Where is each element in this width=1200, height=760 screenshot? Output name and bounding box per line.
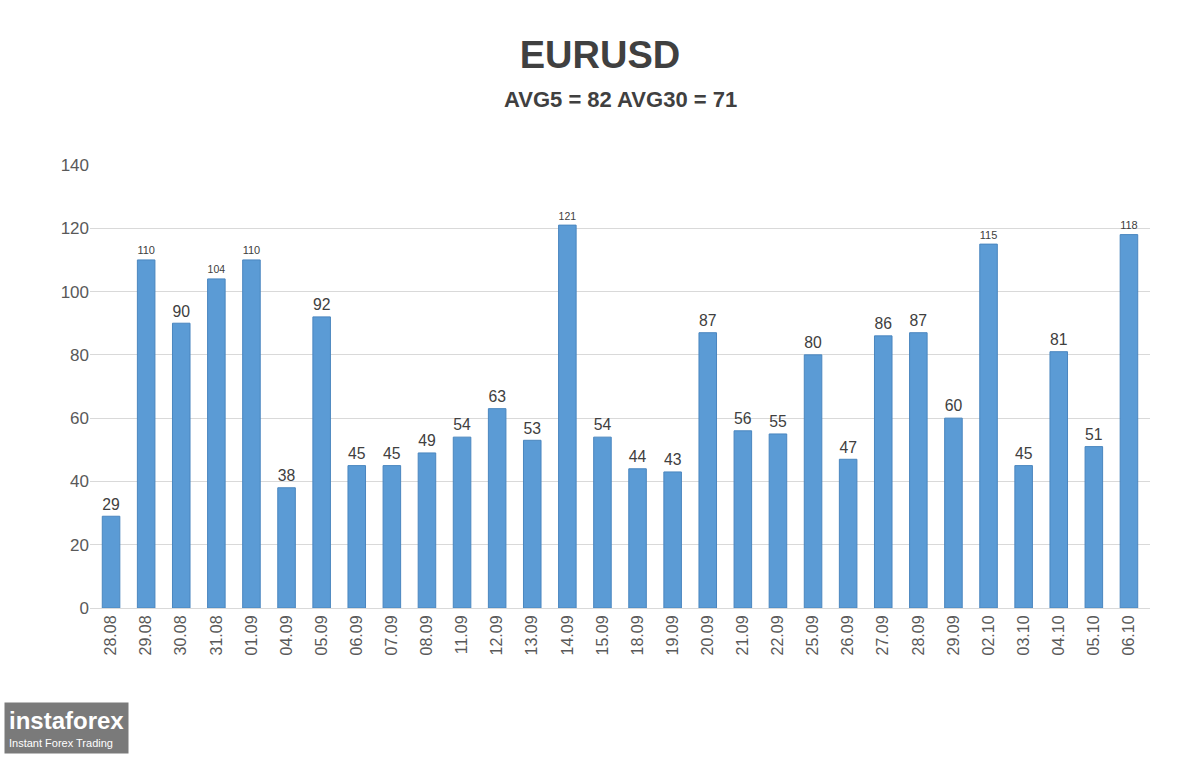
svg-text:80: 80 [804, 334, 822, 351]
svg-text:54: 54 [594, 416, 612, 433]
svg-text:04.09: 04.09 [278, 615, 295, 655]
svg-text:118: 118 [1120, 219, 1138, 231]
svg-text:60: 60 [945, 397, 963, 414]
svg-text:25.09: 25.09 [804, 615, 821, 655]
svg-text:02.10: 02.10 [980, 615, 997, 655]
svg-text:45: 45 [383, 445, 401, 462]
svg-text:28.09: 28.09 [910, 615, 927, 655]
svg-text:27.09: 27.09 [874, 615, 891, 655]
svg-text:03.10: 03.10 [1015, 615, 1032, 655]
svg-text:104: 104 [208, 263, 226, 275]
svg-text:14.09: 14.09 [559, 615, 576, 655]
svg-text:100: 100 [61, 283, 89, 302]
svg-text:40: 40 [70, 472, 89, 491]
svg-text:81: 81 [1050, 331, 1068, 348]
svg-text:07.09: 07.09 [383, 615, 400, 655]
svg-text:04.10: 04.10 [1050, 615, 1067, 655]
svg-text:110: 110 [137, 244, 155, 256]
svg-text:11.09: 11.09 [453, 615, 470, 654]
svg-text:56: 56 [734, 410, 752, 427]
svg-text:87: 87 [699, 312, 717, 329]
svg-text:28.08: 28.08 [102, 615, 119, 655]
svg-text:120: 120 [61, 219, 89, 238]
svg-text:54: 54 [453, 416, 471, 433]
svg-text:49: 49 [418, 432, 436, 449]
svg-text:90: 90 [172, 303, 190, 320]
svg-text:15.09: 15.09 [594, 615, 611, 655]
svg-text:instaforexInstant Forex Tradin: instaforexInstant Forex Trading [9, 707, 124, 749]
svg-text:47: 47 [839, 439, 857, 456]
svg-text:140: 140 [61, 156, 89, 175]
svg-text:21.09: 21.09 [734, 615, 751, 655]
svg-text:EURUSD: EURUSD [520, 34, 680, 76]
svg-text:06.09: 06.09 [348, 615, 365, 655]
svg-text:80: 80 [70, 346, 89, 365]
svg-text:13.09: 13.09 [523, 615, 540, 655]
svg-text:44: 44 [629, 448, 647, 465]
svg-text:19.09: 19.09 [664, 615, 681, 655]
svg-text:20: 20 [70, 536, 89, 555]
svg-text:12.09: 12.09 [488, 615, 505, 655]
svg-text:45: 45 [348, 445, 366, 462]
svg-text:06.10: 06.10 [1120, 615, 1137, 655]
svg-text:18.09: 18.09 [629, 615, 646, 655]
svg-text:43: 43 [664, 451, 682, 468]
svg-text:29.08: 29.08 [137, 615, 154, 655]
svg-text:38: 38 [278, 467, 296, 484]
svg-text:55: 55 [769, 413, 787, 430]
svg-text:31.08: 31.08 [208, 615, 225, 655]
svg-text:0: 0 [80, 599, 89, 618]
svg-text:86: 86 [874, 315, 892, 332]
svg-text:08.09: 08.09 [418, 615, 435, 655]
svg-text:05.09: 05.09 [313, 615, 330, 655]
svg-text:05.10: 05.10 [1085, 615, 1102, 655]
svg-text:115: 115 [980, 229, 998, 241]
svg-text:26.09: 26.09 [839, 615, 856, 655]
svg-text:01.09: 01.09 [243, 615, 260, 655]
svg-text:53: 53 [523, 420, 541, 437]
svg-text:110: 110 [243, 244, 261, 256]
svg-text:60: 60 [70, 409, 89, 428]
svg-text:51: 51 [1085, 426, 1103, 443]
svg-text:92: 92 [313, 296, 331, 313]
svg-text:29: 29 [102, 496, 120, 513]
svg-text:20.09: 20.09 [699, 615, 716, 655]
svg-text:29.09: 29.09 [945, 615, 962, 655]
svg-text:63: 63 [488, 388, 506, 405]
svg-text:45: 45 [1015, 445, 1033, 462]
svg-text:87: 87 [910, 312, 928, 329]
svg-text:AVG5 = 82 AVG30 = 71: AVG5 = 82 AVG30 = 71 [504, 87, 737, 112]
svg-text:121: 121 [559, 210, 577, 222]
svg-text:22.09: 22.09 [769, 615, 786, 655]
svg-text:30.08: 30.08 [172, 615, 189, 655]
